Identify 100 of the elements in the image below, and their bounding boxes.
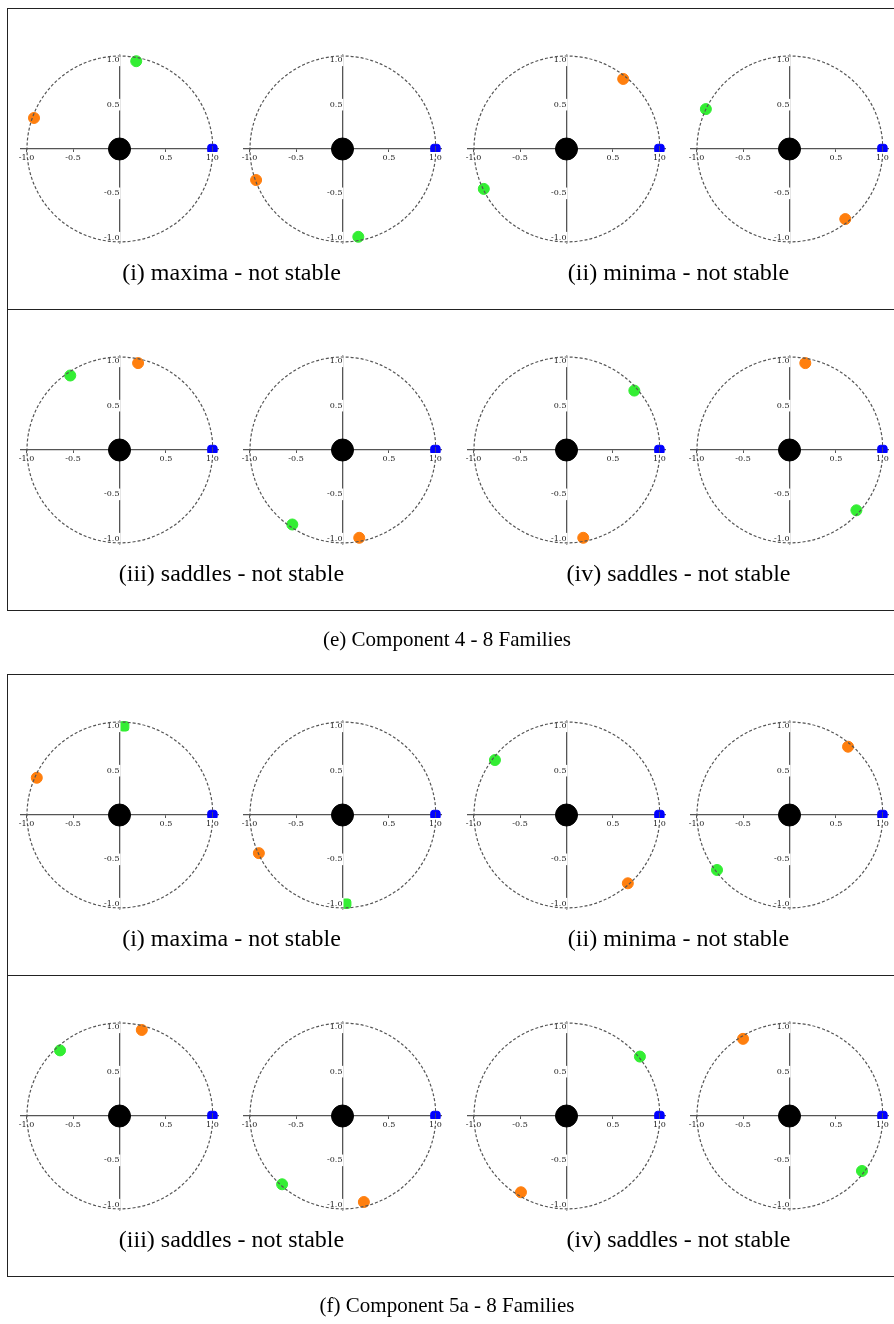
- x-tick-label: 1.0: [429, 818, 442, 828]
- x-tick-label: 0.5: [606, 453, 620, 463]
- x-tick-label: -1.0: [688, 1119, 705, 1129]
- y-tick-label: 0.5: [106, 765, 120, 775]
- point: [799, 357, 812, 370]
- y-tick-label: -0.5: [551, 854, 567, 864]
- x-tick-label: 0.5: [159, 453, 173, 463]
- y-tick-label: 0.5: [553, 400, 567, 410]
- x-tick-label: 1.0: [653, 1119, 666, 1129]
- x-tick-label: -1.0: [688, 453, 705, 463]
- y-tick-label: -0.5: [551, 188, 567, 198]
- y-tick-label: -0.5: [774, 854, 790, 864]
- x-tick-label: 0.5: [606, 818, 620, 828]
- text: (i) maxima - not stable: [121, 925, 342, 952]
- x-tick-label: 0.5: [606, 152, 620, 162]
- x-tick-label: -0.5: [512, 1119, 528, 1129]
- x-tick-label: -0.5: [735, 1119, 751, 1129]
- x-tick-label: 0.5: [829, 1119, 843, 1129]
- text: (ii) minima - not stable: [566, 259, 791, 286]
- x-tick-label: -1.0: [18, 152, 35, 162]
- x-tick-label: -0.5: [512, 152, 528, 162]
- point: [737, 1032, 750, 1045]
- x-tick-label: 0.5: [159, 1119, 173, 1129]
- x-tick-label: -0.5: [512, 818, 528, 828]
- y-tick-label: -0.5: [774, 489, 790, 499]
- x-tick-label: -0.5: [288, 152, 304, 162]
- point: [699, 103, 712, 116]
- x-tick-label: 1.0: [876, 1119, 889, 1129]
- point: [577, 531, 590, 544]
- y-tick-label: -0.5: [551, 1155, 567, 1165]
- point: [252, 847, 265, 860]
- y-tick-label: -1.0: [327, 232, 343, 242]
- y-tick-label: -0.5: [104, 1155, 120, 1165]
- x-tick-label: -0.5: [512, 453, 528, 463]
- x-tick-label: 1.0: [429, 453, 442, 463]
- x-tick-label: 1.0: [206, 152, 219, 162]
- y-tick-label: -1.0: [327, 1199, 343, 1209]
- text: (iv) saddles - not stable: [565, 1226, 792, 1253]
- y-tick-label: -1.0: [327, 898, 343, 908]
- point: [130, 55, 143, 68]
- x-tick-label: 0.5: [382, 152, 396, 162]
- y-tick-label: 0.5: [329, 1066, 343, 1076]
- x-tick-label: -0.5: [65, 818, 81, 828]
- y-tick-label: -1.0: [774, 232, 790, 242]
- y-tick-label: 0.5: [553, 99, 567, 109]
- y-tick-label: 0.5: [553, 1066, 567, 1076]
- y-tick-label: -0.5: [104, 188, 120, 198]
- x-tick-label: 1.0: [206, 818, 219, 828]
- y-tick-label: -1.0: [774, 1199, 790, 1209]
- x-tick-label: -0.5: [735, 818, 751, 828]
- x-tick-label: 0.5: [606, 1119, 620, 1129]
- y-tick-label: -0.5: [327, 489, 343, 499]
- x-tick-label: 0.5: [382, 818, 396, 828]
- y-tick-label: -1.0: [774, 898, 790, 908]
- point: [352, 230, 365, 243]
- x-tick-label: 1.0: [206, 453, 219, 463]
- x-tick-label: -1.0: [18, 453, 35, 463]
- x-tick-label: -0.5: [288, 453, 304, 463]
- x-tick-label: 1.0: [876, 453, 889, 463]
- point: [839, 213, 852, 226]
- x-tick-label: -1.0: [241, 1119, 258, 1129]
- y-tick-label: -1.0: [104, 533, 120, 543]
- point: [617, 72, 630, 85]
- x-tick-label: -0.5: [65, 453, 81, 463]
- point: [514, 1186, 527, 1199]
- x-tick-label: 0.5: [159, 152, 173, 162]
- y-tick-label: 0.5: [106, 400, 120, 410]
- x-tick-label: -1.0: [688, 152, 705, 162]
- x-tick-label: 1.0: [653, 453, 666, 463]
- x-tick-label: 1.0: [206, 1119, 219, 1129]
- y-tick-label: 0.5: [776, 765, 790, 775]
- y-tick-label: -1.0: [551, 232, 567, 242]
- point: [621, 877, 634, 890]
- x-tick-label: 0.5: [382, 1119, 396, 1129]
- x-tick-label: -0.5: [735, 453, 751, 463]
- y-tick-label: 0.5: [776, 99, 790, 109]
- y-tick-label: -0.5: [104, 489, 120, 499]
- x-tick-label: -1.0: [241, 152, 258, 162]
- y-tick-label: -1.0: [551, 898, 567, 908]
- y-tick-label: -1.0: [104, 898, 120, 908]
- point: [855, 1164, 868, 1177]
- text: (iv) saddles - not stable: [565, 560, 792, 587]
- y-tick-label: -0.5: [774, 188, 790, 198]
- y-tick-label: -0.5: [104, 854, 120, 864]
- y-tick-label: -0.5: [327, 188, 343, 198]
- point: [711, 863, 724, 876]
- x-tick-label: 0.5: [829, 453, 843, 463]
- x-tick-label: -1.0: [465, 1119, 482, 1129]
- x-tick-label: 1.0: [653, 152, 666, 162]
- x-tick-label: -0.5: [65, 152, 81, 162]
- y-tick-label: -1.0: [327, 533, 343, 543]
- x-tick-label: -1.0: [465, 453, 482, 463]
- x-tick-label: -0.5: [288, 1119, 304, 1129]
- point: [357, 1196, 370, 1209]
- x-tick-label: -1.0: [241, 453, 258, 463]
- text: (iii) saddles - not stable: [117, 1226, 346, 1253]
- x-tick-label: -1.0: [241, 818, 258, 828]
- point: [842, 740, 855, 753]
- y-tick-label: 0.5: [106, 99, 120, 109]
- x-tick-label: 0.5: [382, 453, 396, 463]
